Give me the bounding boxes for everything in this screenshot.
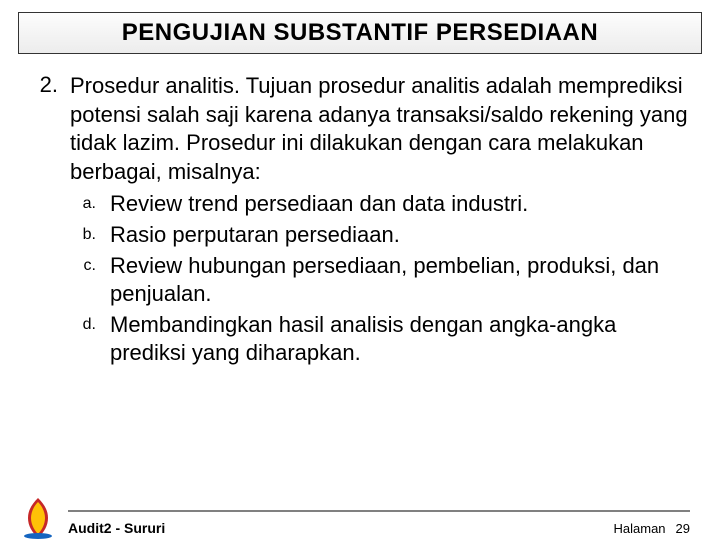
footer-right: Halaman 29 [614, 521, 691, 540]
page-label: Halaman [614, 521, 666, 536]
sublist-text: Membandingkan hasil analisis dengan angk… [110, 311, 690, 368]
slide-content: 2. Prosedur analitis. Tujuan prosedur an… [0, 54, 720, 368]
sublist-item: c. Review hubungan persediaan, pembelian… [70, 252, 690, 309]
sublist-marker: c. [70, 252, 110, 277]
sublist: a. Review trend persediaan dan data indu… [70, 190, 690, 368]
list-text: Prosedur analitis. Tujuan prosedur anali… [70, 73, 688, 184]
sublist-marker: b. [70, 221, 110, 246]
sublist-marker: a. [70, 190, 110, 215]
sublist-item: a. Review trend persediaan dan data indu… [70, 190, 690, 219]
slide-title: PENGUJIAN SUBSTANTIF PERSEDIAAN [29, 19, 691, 47]
sublist-item: d. Membandingkan hasil analisis dengan a… [70, 311, 690, 368]
sublist-text: Review trend persediaan dan data industr… [110, 190, 690, 219]
page-number: 29 [676, 521, 690, 536]
sublist-text: Rasio perputaran persediaan. [110, 221, 690, 250]
list-item: 2. Prosedur analitis. Tujuan prosedur an… [30, 72, 690, 368]
list-number: 2. [30, 72, 70, 98]
sublist-marker: d. [70, 311, 110, 336]
footer-course: Audit2 - Sururi [68, 520, 165, 540]
slide-footer: Audit2 - Sururi Halaman 29 [0, 496, 720, 540]
sublist-item: b. Rasio perputaran persediaan. [70, 221, 690, 250]
footer-left: Audit2 - Sururi [18, 496, 165, 540]
sublist-text: Review hubungan persediaan, pembelian, p… [110, 252, 690, 309]
list-body: Prosedur analitis. Tujuan prosedur anali… [70, 72, 690, 368]
logo-icon [18, 496, 58, 540]
slide-title-bar: PENGUJIAN SUBSTANTIF PERSEDIAAN [18, 12, 702, 54]
